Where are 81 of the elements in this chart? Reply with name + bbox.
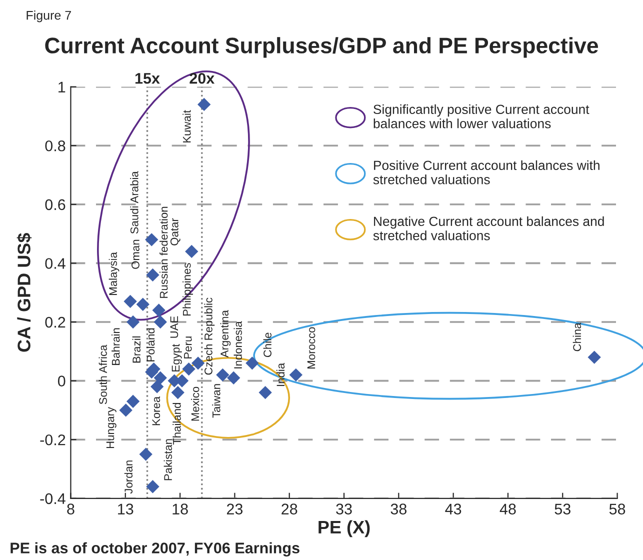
point [154, 315, 167, 329]
point [139, 448, 152, 461]
annotation: Oman [132, 240, 140, 269]
annotation: China [572, 322, 582, 352]
annotation: Brazil [132, 336, 140, 363]
point [145, 233, 158, 246]
annotation: Kuwait [182, 110, 191, 142]
annotation: Korea [152, 396, 160, 426]
x-tick-label: 28 [282, 504, 298, 514]
point [146, 480, 160, 494]
point [216, 368, 230, 382]
point [588, 350, 601, 364]
ref-line-label: 20x [190, 72, 215, 84]
annotation: South Africa [98, 344, 107, 404]
point [126, 394, 140, 408]
x-tick-label: 8 [67, 504, 74, 514]
point [150, 380, 164, 394]
annotation: Indonesia [234, 321, 242, 368]
annotation: Significantly positive Current account balances with lower valuations [374, 104, 590, 128]
x-tick-label: 18 [172, 504, 188, 514]
x-tick-label: 43 [445, 504, 462, 514]
y-tick-label: 0.8 [45, 140, 66, 152]
annotation: Russian federation [160, 206, 168, 298]
annotation: Positive Current account balances with stretched valuations [373, 160, 600, 184]
ref-line-label: 15x [135, 73, 160, 84]
text: PE is as of october 2007, FY06 Earnings [10, 542, 300, 557]
annotation: Bahrain [112, 328, 120, 365]
annotation: Jordan [124, 460, 133, 494]
point [191, 356, 205, 370]
x-tick-label: 58 [609, 504, 626, 514]
annotation: Qatar [170, 218, 180, 246]
x-tick-label: 53 [554, 504, 570, 514]
annotation: Hungary [106, 406, 116, 448]
annotation: Argentina [220, 310, 231, 358]
point [198, 98, 211, 112]
annotation: Pakistan [164, 439, 172, 480]
point [152, 304, 166, 317]
annotation: Philippines [182, 263, 193, 316]
point [227, 371, 240, 384]
y-tick-label: 1 [58, 82, 66, 92]
point [136, 298, 150, 311]
point [119, 404, 132, 417]
point [289, 368, 302, 382]
x-tick-label: 23 [226, 504, 243, 514]
chart-title: Current Account Surpluses/GDP and PE Perspective [45, 37, 598, 58]
y-axis-title: CA / GPD US$ [16, 232, 32, 352]
point [171, 386, 184, 400]
point [154, 371, 167, 384]
x-tick-label: 13 [118, 504, 134, 514]
x-tick-label: 38 [390, 504, 406, 514]
y-tick-label: -0.2 [40, 434, 66, 446]
annotation: India [276, 362, 285, 386]
annotation: UAE [170, 316, 178, 338]
annotation: Chile [263, 332, 272, 358]
x-tick-label: 33 [336, 504, 352, 514]
annotation: Egypt [172, 344, 182, 372]
y-tick-label: -0.4 [40, 493, 66, 504]
point [146, 268, 160, 282]
x-tick-label: 48 [500, 504, 516, 514]
y-tick-label: 0.2 [45, 316, 66, 328]
annotation: Malaysia [108, 252, 120, 295]
point [258, 386, 272, 400]
y-tick-label: 0.4 [45, 258, 66, 269]
point [182, 362, 196, 376]
annotation: Taiwan [212, 384, 220, 418]
point [185, 244, 198, 258]
x-axis-title: PE (X) [318, 520, 370, 538]
point [126, 315, 140, 329]
annotation: Negative Current account balances and stretched valuations [373, 216, 604, 240]
y-tick-label: 0 [58, 376, 66, 386]
annotation: Saudi Arabia [130, 171, 138, 234]
annotation: Poland [146, 328, 155, 362]
y-tick-label: 0.6 [45, 199, 66, 210]
point [124, 294, 137, 308]
annotation: Morocco [307, 327, 316, 368]
caption: Figure 7 [26, 10, 71, 22]
annotation: Peru [184, 336, 192, 358]
annotation: Czech Republic [204, 298, 215, 375]
annotation: Thailand [172, 402, 181, 445]
point [246, 356, 259, 370]
annotation: Mexico [191, 386, 200, 421]
